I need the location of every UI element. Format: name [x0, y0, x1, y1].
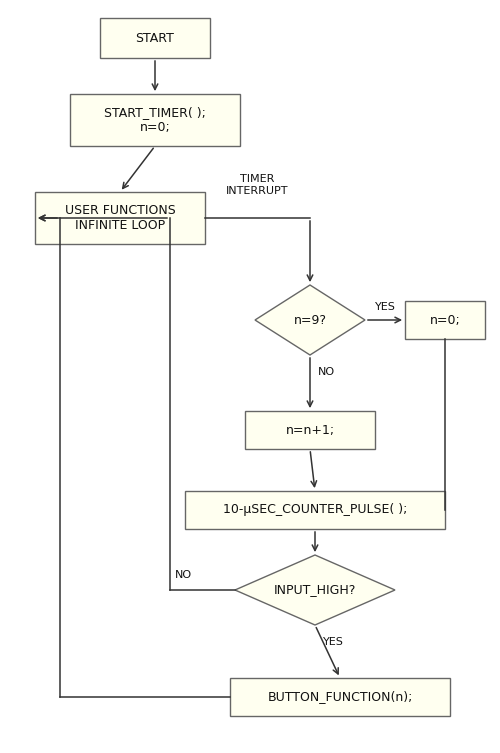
Text: START_TIMER( );
n=0;: START_TIMER( ); n=0;	[104, 106, 206, 134]
Text: NO: NO	[175, 570, 192, 580]
Polygon shape	[255, 285, 365, 355]
FancyBboxPatch shape	[405, 301, 485, 339]
Polygon shape	[235, 555, 395, 625]
Text: NO: NO	[318, 367, 335, 377]
Text: YES: YES	[375, 302, 396, 312]
FancyBboxPatch shape	[185, 491, 445, 529]
Text: n=0;: n=0;	[430, 313, 460, 327]
Text: n=9?: n=9?	[294, 313, 326, 327]
FancyBboxPatch shape	[230, 678, 450, 716]
FancyBboxPatch shape	[100, 18, 210, 58]
Text: YES: YES	[323, 637, 344, 647]
Text: TIMER
INTERRUPT: TIMER INTERRUPT	[226, 175, 289, 196]
Text: n=n+1;: n=n+1;	[286, 423, 335, 437]
FancyBboxPatch shape	[35, 192, 205, 244]
Text: USER FUNCTIONS
INFINITE LOOP: USER FUNCTIONS INFINITE LOOP	[64, 204, 176, 232]
Text: INPUT_HIGH?: INPUT_HIGH?	[274, 584, 356, 596]
Text: START: START	[136, 32, 174, 44]
Text: BUTTON_FUNCTION(n);: BUTTON_FUNCTION(n);	[268, 691, 412, 703]
FancyBboxPatch shape	[245, 411, 375, 449]
FancyBboxPatch shape	[70, 94, 240, 146]
Text: 10-μSEC_COUNTER_PULSE( );: 10-μSEC_COUNTER_PULSE( );	[223, 504, 407, 517]
